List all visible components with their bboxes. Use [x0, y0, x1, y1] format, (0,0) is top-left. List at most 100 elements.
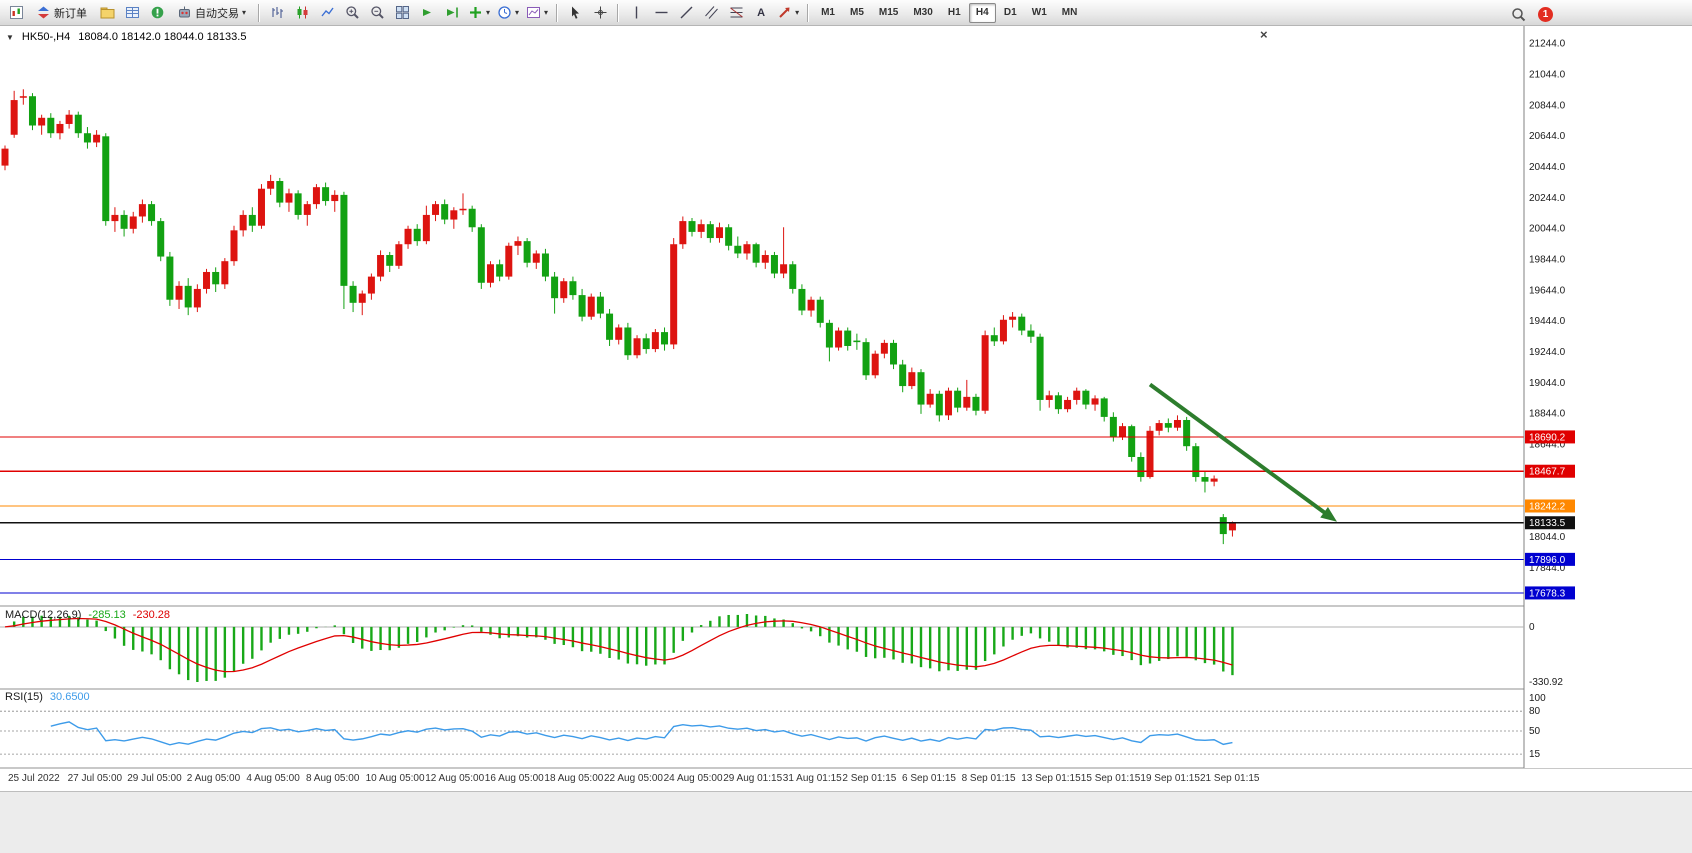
text-tool-button[interactable]: A: [749, 2, 773, 24]
close-chart-icon[interactable]: ×: [1260, 27, 1268, 42]
profiles-button[interactable]: [95, 2, 119, 24]
timeframe-m1-button[interactable]: M1: [814, 3, 842, 23]
time-axis-label: 29 Jul 05:00: [127, 773, 182, 784]
trendline-button[interactable]: [674, 2, 698, 24]
data-window-button[interactable]: [145, 2, 169, 24]
time-axis-label: 2 Sep 01:15: [842, 773, 897, 784]
dropdown-caret-icon: ▾: [515, 7, 520, 17]
candlestick-chart-button[interactable]: [290, 2, 314, 24]
timeframe-m15-button[interactable]: M15: [872, 3, 905, 23]
timeframe-mn-button[interactable]: MN: [1055, 3, 1085, 23]
timeframe-m30-button[interactable]: M30: [906, 3, 939, 23]
fibonacci-button[interactable]: [724, 2, 748, 24]
indicators-button[interactable]: ▾: [465, 2, 493, 24]
arrows-tool-button[interactable]: ▾: [774, 2, 802, 24]
market-watch-button[interactable]: [120, 2, 144, 24]
time-axis-label: 19 Sep 01:15: [1140, 773, 1200, 784]
horizontal-line-icon: [655, 11, 668, 14]
macd-signal-value: -230.28: [132, 609, 171, 621]
timeframe-h1-button[interactable]: H1: [941, 3, 968, 23]
dropdown-caret-icon: ▾: [486, 7, 491, 17]
candlestick-chart-icon: [297, 6, 308, 19]
timeframe-h4-button[interactable]: H4: [968, 2, 996, 23]
svg-text:20644.0: 20644.0: [1529, 131, 1566, 142]
rsi-name: RSI(15): [5, 691, 43, 703]
line-chart-button[interactable]: [315, 2, 339, 24]
search-button[interactable]: [1508, 3, 1529, 25]
tile-windows-button[interactable]: [390, 2, 414, 24]
auto-scroll-button[interactable]: [415, 2, 439, 24]
templates-button[interactable]: ▾: [523, 2, 551, 24]
time-axis: 25 Jul 2022 27 Jul 05:00 29 Jul 05:00 2 Aug…: [0, 770, 1692, 790]
new-chart-icon: [9, 6, 23, 19]
svg-text:18844.0: 18844.0: [1529, 409, 1566, 420]
time-axis-label: 31 Aug 01:15: [782, 773, 842, 784]
new-chart-button[interactable]: [4, 2, 28, 24]
trendline-icon: [680, 6, 693, 19]
rsi-pane-label: RSI(15) 30.6500: [5, 691, 90, 703]
channel-button[interactable]: [699, 2, 723, 24]
time-axis-label: 24 Aug 05:00: [663, 773, 723, 784]
periods-button[interactable]: ▾: [494, 2, 522, 24]
toolbar-separator: [807, 3, 810, 22]
svg-text:19644.0: 19644.0: [1529, 285, 1566, 296]
profiles-folder-icon: [100, 7, 114, 19]
svg-text:-330.92: -330.92: [1529, 677, 1563, 688]
cursor-button[interactable]: [563, 2, 587, 24]
time-axis-label: 27 Jul 05:00: [67, 773, 123, 784]
svg-text:50: 50: [1529, 726, 1541, 737]
auto-trading-button[interactable]: 自动交易 ▾: [170, 2, 253, 24]
time-axis-label: 8 Aug 05:00: [306, 773, 360, 784]
data-window-icon: [151, 6, 163, 19]
price-chart-canvas[interactable]: 21244.0 21044.0 20844.0 20644.0 20444.0 20244…: [0, 26, 1692, 853]
time-axis-label: 22 Aug 05:00: [604, 773, 663, 784]
svg-text:20844.0: 20844.0: [1529, 100, 1566, 111]
svg-text:21044.0: 21044.0: [1529, 70, 1566, 81]
auto-scroll-icon: [422, 9, 431, 16]
crosshair-button[interactable]: [588, 2, 612, 24]
chart-title-symbol: HK50-,H4: [21, 31, 71, 43]
auto-trading-robot-icon: [179, 6, 190, 18]
time-axis-label: 6 Sep 01:15: [902, 773, 956, 784]
macd-name: MACD(12,26,9): [5, 609, 82, 621]
new-order-icon: [38, 6, 49, 19]
chart-title: ▼ HK50-,H4 18084.0 18142.0 18044.0 18133…: [6, 31, 246, 43]
svg-text:18644.0: 18644.0: [1529, 440, 1566, 451]
vertical-line-button[interactable]: [624, 2, 648, 24]
zoom-out-button[interactable]: [365, 2, 389, 24]
svg-text:20444.0: 20444.0: [1529, 162, 1566, 173]
line-chart-icon: [320, 7, 334, 17]
time-axis-label: 13 Sep 01:15: [1021, 773, 1081, 784]
zoom-out-icon: [370, 6, 384, 19]
bar-chart-button[interactable]: [265, 2, 289, 24]
chart-shift-button[interactable]: [440, 2, 464, 24]
crosshair-icon: [594, 6, 607, 19]
time-axis-label: 21 Sep 01:15: [1200, 773, 1260, 784]
fibonacci-icon: [729, 7, 743, 18]
timeframe-d1-button[interactable]: D1: [997, 3, 1024, 23]
channel-icon: [704, 6, 718, 19]
zoom-in-button[interactable]: [340, 2, 364, 24]
time-axis-label: 25 Jul 2022: [8, 773, 60, 784]
time-axis-label: 10 Aug 05:00: [365, 773, 425, 784]
new-order-button[interactable]: 新订单: [29, 2, 94, 24]
text-tool-icon: A: [757, 6, 766, 19]
cursor-arrow-icon: [571, 6, 579, 19]
time-axis-label: 16 Aug 05:00: [484, 773, 544, 784]
auto-trading-label: 自动交易: [195, 7, 239, 20]
arrows-tool-icon: [779, 7, 790, 18]
notification-badge[interactable]: 1: [1538, 6, 1553, 22]
svg-text:19844.0: 19844.0: [1529, 255, 1566, 266]
svg-text:17896.0: 17896.0: [1529, 555, 1566, 566]
timeframe-w1-button[interactable]: W1: [1025, 3, 1054, 23]
horizontal-line-button[interactable]: [649, 2, 673, 24]
bar-chart-icon: [271, 7, 283, 18]
toolbar-separator: [617, 3, 620, 22]
vertical-line-icon: [635, 6, 637, 19]
dropdown-caret-icon: ▾: [795, 7, 800, 17]
timeframe-m5-button[interactable]: M5: [843, 3, 871, 23]
collapse-triangle-icon: ▼: [6, 32, 14, 42]
tile-windows-icon: [395, 6, 409, 19]
time-axis-label: 18 Aug 05:00: [544, 773, 604, 784]
svg-text:17844.0: 17844.0: [1529, 563, 1566, 574]
